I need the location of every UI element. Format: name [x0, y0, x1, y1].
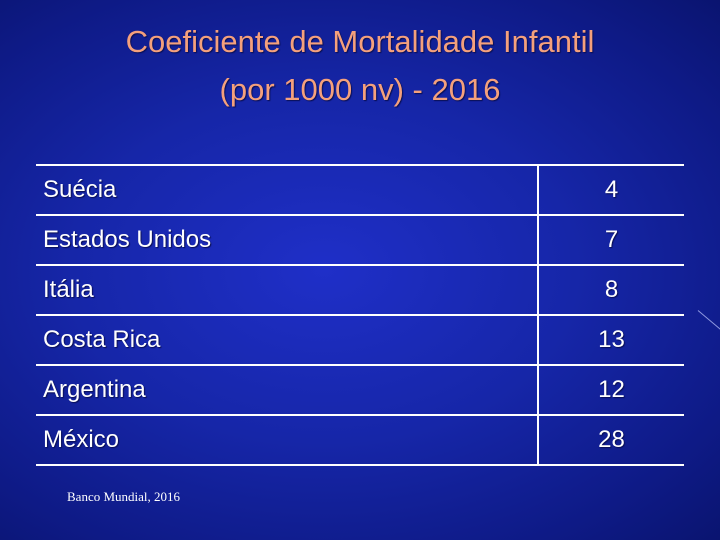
table-row: Itália 8 [36, 264, 684, 315]
country-cell: Argentina [36, 364, 538, 415]
value-cell: 4 [537, 164, 684, 215]
table-row: Costa Rica 13 [36, 314, 684, 365]
country-cell: Itália [36, 264, 538, 315]
country-cell: Estados Unidos [36, 214, 538, 265]
title-line-2: (por 1000 nv) - 2016 [219, 72, 501, 107]
value-cell: 12 [537, 364, 684, 415]
table-row: Suécia 4 [36, 164, 684, 215]
country-cell: Costa Rica [36, 314, 538, 365]
country-cell: Suécia [36, 164, 538, 215]
country-cell: México [36, 414, 538, 466]
table-row: México 28 [36, 414, 684, 466]
table-row: Argentina 12 [36, 364, 684, 415]
value-cell: 8 [537, 264, 684, 315]
mortality-table: Suécia 4 Estados Unidos 7 Itália 8 Costa… [36, 164, 684, 466]
value-cell: 28 [537, 414, 684, 466]
table-row: Estados Unidos 7 [36, 214, 684, 265]
value-cell: 13 [537, 314, 684, 365]
slide-title: Coeficiente de Mortalidade Infantil (por… [0, 18, 720, 114]
title-line-1: Coeficiente de Mortalidade Infantil [125, 24, 595, 59]
decorative-line [697, 310, 720, 337]
source-note: Banco Mundial, 2016 [67, 489, 181, 504]
value-cell: 7 [537, 214, 684, 265]
